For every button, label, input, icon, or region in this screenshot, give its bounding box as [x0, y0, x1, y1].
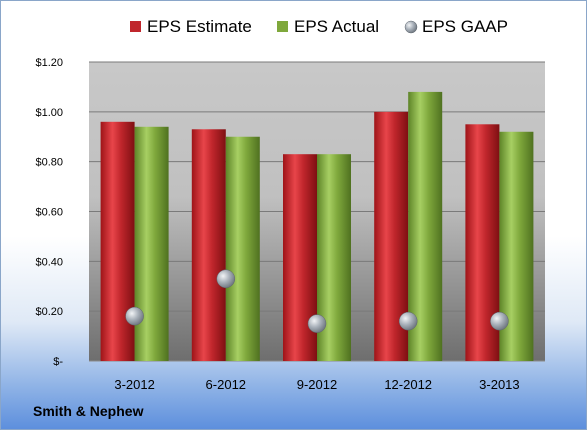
- company-name: Smith & Nephew: [33, 403, 144, 419]
- y-tick-label: $1.00: [35, 107, 63, 119]
- legend-item-eps-gaap-swatch: [404, 20, 418, 34]
- point-eps-gaap: [216, 269, 236, 289]
- y-axis: $- $0.20 $0.40 $0.60 $0.80 $1.00 $1.20: [35, 57, 63, 368]
- bar-eps-estimate: [191, 129, 226, 361]
- legend-item-eps-estimate-swatch: [130, 21, 141, 32]
- point-eps-gaap: [490, 311, 509, 331]
- x-tick-label: 12-2012: [384, 377, 432, 392]
- x-tick-label: 6-2012: [206, 377, 246, 392]
- bar-eps-estimate: [100, 121, 135, 361]
- legend: EPS Estimate EPS Actual EPS GAAP: [130, 17, 508, 36]
- x-tick-label: 3-2013: [479, 377, 519, 392]
- point-eps-gaap: [125, 306, 144, 326]
- legend-item-eps-gaap-label: EPS GAAP: [422, 17, 508, 36]
- x-tick-label: 3-2012: [114, 377, 154, 392]
- legend-item-eps-actual-swatch: [277, 21, 288, 32]
- y-tick-label: $0.80: [35, 157, 63, 169]
- gaap-points: [125, 269, 509, 333]
- y-tick-label: $1.20: [35, 57, 63, 69]
- point-eps-gaap: [307, 314, 327, 333]
- y-tick-label: $0.20: [35, 306, 63, 318]
- point-eps-gaap: [398, 311, 418, 331]
- bar-eps-actual: [225, 136, 260, 361]
- bar-eps-actual: [134, 126, 169, 362]
- y-tick-label: $0.60: [35, 207, 63, 219]
- legend-item-eps-actual-label: EPS Actual: [294, 17, 379, 36]
- y-tick-label: $-: [53, 356, 63, 368]
- y-tick-label: $0.40: [35, 256, 63, 268]
- x-tick-label: 9-2012: [297, 377, 337, 392]
- x-axis: 3-2012 6-2012 9-2012 12-2012 3-2013: [114, 377, 519, 392]
- legend-item-eps-estimate-label: EPS Estimate: [147, 17, 252, 36]
